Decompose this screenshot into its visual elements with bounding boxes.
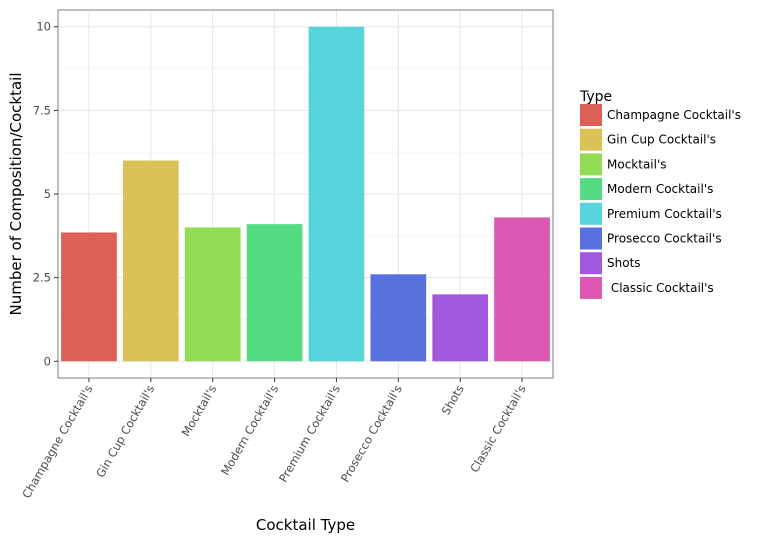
y-tick-label: 0 bbox=[44, 354, 51, 368]
legend-swatch bbox=[580, 276, 602, 299]
legend-label: Champagne Cocktail's bbox=[607, 108, 741, 122]
legend-label: Mocktail's bbox=[607, 157, 667, 171]
legend-label: Gin Cup Cocktail's bbox=[607, 133, 716, 147]
x-tick-label: Shots bbox=[439, 382, 467, 417]
legend-title: Type bbox=[579, 89, 612, 105]
y-axis: 0 2.5 5 7.5 10 bbox=[33, 20, 58, 368]
x-tick-label: Mocktail's bbox=[179, 382, 220, 438]
bar bbox=[61, 232, 117, 362]
y-tick-label: 2.5 bbox=[33, 271, 51, 285]
legend-swatch bbox=[580, 202, 602, 225]
legend-swatch bbox=[580, 128, 602, 151]
legend-swatch bbox=[580, 104, 602, 126]
y-tick-label: 5 bbox=[44, 187, 51, 201]
legend-swatch bbox=[580, 178, 602, 201]
bar bbox=[308, 26, 365, 362]
legend-swatch bbox=[580, 153, 602, 176]
x-axis-title: Cocktail Type bbox=[256, 516, 355, 534]
bars bbox=[61, 26, 550, 362]
legend-label: Shots bbox=[607, 256, 641, 270]
x-tick-label: Gin Cup Cocktail's bbox=[93, 383, 157, 480]
x-tick-label: Modern Cocktail's bbox=[218, 382, 281, 477]
bar bbox=[122, 160, 179, 362]
legend-label: Prosecco Cocktail's bbox=[607, 232, 722, 246]
bar bbox=[370, 274, 427, 362]
x-tick-label: Premium Cocktail's bbox=[276, 383, 343, 485]
x-tick-label: Prosecco Cocktail's bbox=[338, 382, 405, 484]
legend: Type Champagne Cocktail's Gin Cup Cocktai… bbox=[579, 89, 741, 299]
y-tick-label: 7.5 bbox=[33, 103, 51, 117]
legend-label: Classic Cocktail's bbox=[607, 281, 714, 295]
legend-label: Modern Cocktail's bbox=[607, 182, 713, 196]
legend-label: Premium Cocktail's bbox=[607, 207, 722, 221]
bar bbox=[432, 294, 489, 362]
legend-swatch bbox=[580, 252, 602, 275]
x-tick-label: Champagne Cocktail's bbox=[19, 383, 95, 501]
bar bbox=[184, 227, 241, 362]
bar bbox=[494, 217, 550, 362]
x-tick-label: Classic Cocktail's bbox=[467, 382, 528, 474]
y-tick-label: 10 bbox=[36, 20, 51, 34]
legend-swatch bbox=[580, 227, 602, 250]
bar bbox=[246, 224, 303, 362]
y-axis-title: Number of Composition/Cocktail bbox=[7, 73, 25, 316]
